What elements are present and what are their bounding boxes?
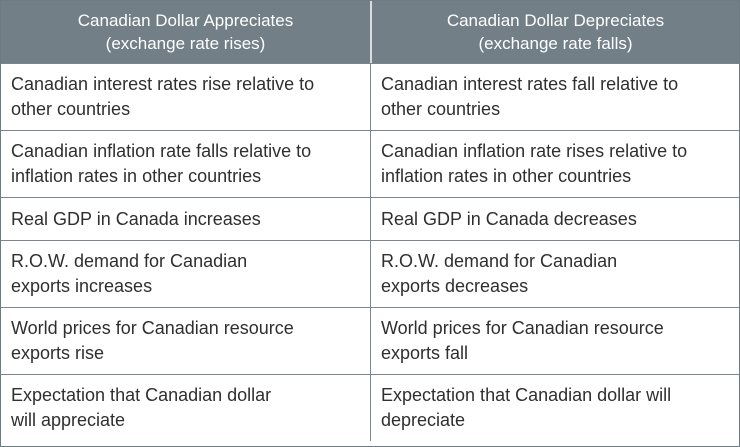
appreciates-cell: R.O.W. demand for Canadian exports incre… — [11, 251, 248, 296]
header-appreciates: Canadian Dollar Appreciates (exchange ra… — [77, 11, 294, 53]
table-row: Real GDP in Canada increases Real GDP in… — [1, 197, 739, 240]
appreciates-cell: Canadian interest rates rise relative to… — [11, 74, 315, 119]
table-row: Canadian inflation rate falls relative t… — [1, 130, 739, 197]
depreciates-cell: Canadian inflation rate rises relative t… — [370, 131, 739, 197]
appreciates-cell: Real GDP in Canada increases — [11, 208, 261, 229]
table-header: Canadian Dollar Appreciates (exchange ra… — [1, 1, 739, 63]
depreciates-cell: World prices for Canadian resource expor… — [370, 308, 739, 374]
depreciates-cell: Real GDP in Canada decreases — [370, 198, 739, 240]
appreciates-cell: Expectation that Canadian dollar will ap… — [11, 385, 272, 430]
table-row: Expectation that Canadian dollar will ap… — [1, 374, 739, 441]
table-row: Canadian interest rates rise relative to… — [1, 63, 739, 130]
depreciates-cell: Canadian interest rates fall relative to… — [370, 64, 739, 130]
appreciates-cell: World prices for Canadian resource expor… — [11, 318, 294, 363]
appreciates-cell: Canadian inflation rate falls relative t… — [11, 141, 312, 186]
header-depreciates: Canadian Dollar Depreciates (exchange ra… — [370, 1, 739, 63]
depreciates-cell: Expectation that Canadian dollar will de… — [370, 375, 739, 441]
table-row: R.O.W. demand for Canadian exports incre… — [1, 240, 739, 307]
table-row: World prices for Canadian resource expor… — [1, 307, 739, 374]
table-body: Canadian interest rates rise relative to… — [1, 63, 739, 441]
depreciates-cell: R.O.W. demand for Canadian exports decre… — [370, 241, 739, 307]
